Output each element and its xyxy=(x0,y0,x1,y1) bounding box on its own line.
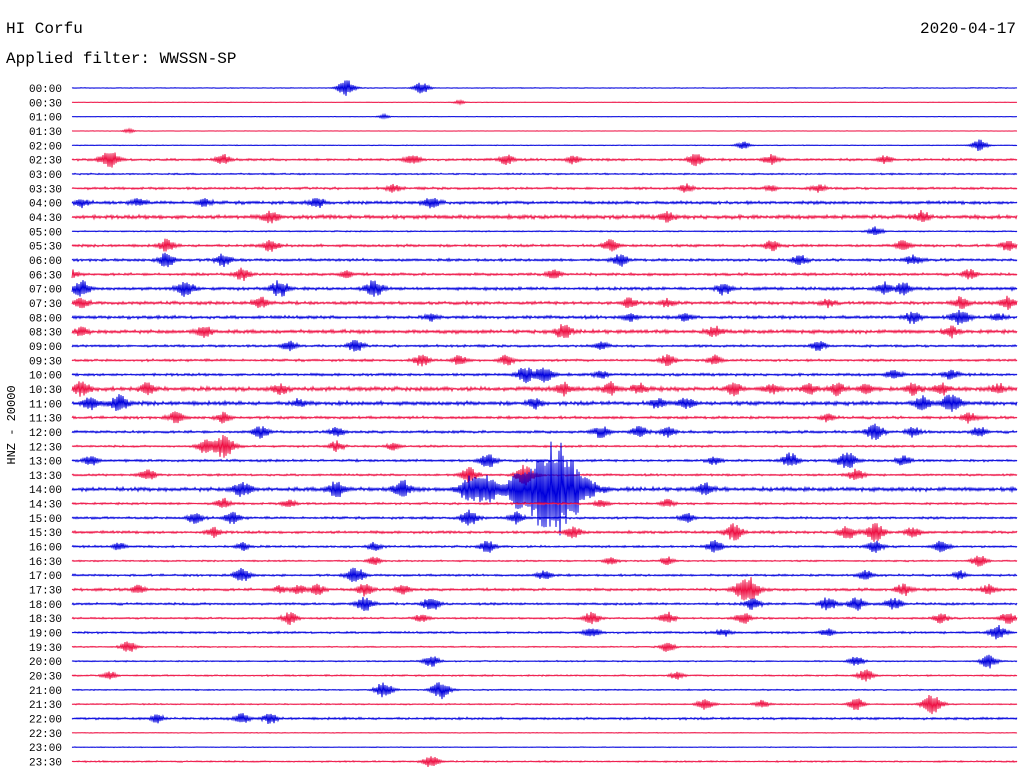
row-time-label: 04:30 xyxy=(29,213,62,225)
row-time-label: 08:30 xyxy=(29,328,62,340)
row-time-label: 01:30 xyxy=(29,127,62,139)
row-time-label: 13:30 xyxy=(29,471,62,483)
station-title: HI Corfu xyxy=(6,20,83,38)
seismic-trace xyxy=(71,127,1018,135)
seismic-trace xyxy=(71,183,1018,193)
seismic-trace xyxy=(71,139,1018,152)
row-time-label: 01:00 xyxy=(29,113,62,125)
row-time-label: 04:00 xyxy=(29,199,62,211)
row-time-label: 15:00 xyxy=(29,514,62,526)
seismic-trace xyxy=(71,694,1018,715)
row-time-label: 14:30 xyxy=(29,500,62,512)
seismic-trace xyxy=(71,641,1018,652)
seismic-trace xyxy=(71,411,1018,424)
seismic-trace xyxy=(71,423,1018,441)
seismic-trace xyxy=(71,523,1018,542)
row-time-label: 23:00 xyxy=(29,743,62,755)
row-time-label: 14:00 xyxy=(29,485,62,497)
seismic-trace xyxy=(71,540,1018,553)
seismic-trace xyxy=(71,98,1018,106)
row-time-label: 03:30 xyxy=(29,184,62,196)
seismic-trace xyxy=(71,295,1018,310)
row-time-label: 06:30 xyxy=(29,270,62,282)
row-time-label: 05:00 xyxy=(29,227,62,239)
row-time-label: 00:00 xyxy=(29,84,62,96)
seismic-trace xyxy=(71,654,1018,669)
row-time-label: 16:30 xyxy=(29,557,62,569)
filter-label: Applied filter: WWSSN-SP xyxy=(6,50,237,68)
row-time-label: 20:30 xyxy=(29,672,62,684)
seismic-trace xyxy=(71,280,1018,297)
seismic-trace xyxy=(71,252,1018,268)
row-time-label: 22:00 xyxy=(29,715,62,727)
row-time-label: 08:00 xyxy=(29,313,62,325)
seismic-trace xyxy=(71,746,1018,749)
row-time-label: 07:00 xyxy=(29,285,62,297)
seismic-trace xyxy=(71,577,1018,601)
row-time-label: 21:00 xyxy=(29,686,62,698)
seismic-trace xyxy=(71,197,1018,209)
row-time-label: 20:00 xyxy=(29,657,62,669)
seismic-trace xyxy=(71,509,1018,526)
seismic-trace xyxy=(71,309,1018,326)
row-time-label: 16:00 xyxy=(29,543,62,555)
seismic-trace xyxy=(71,80,1018,96)
seismic-trace xyxy=(71,339,1018,352)
row-time-label: 11:30 xyxy=(29,414,62,426)
row-time-label: 09:00 xyxy=(29,342,62,354)
seismic-trace xyxy=(71,441,1018,536)
seismic-trace xyxy=(71,226,1018,235)
row-time-label: 18:00 xyxy=(29,600,62,612)
seismic-trace xyxy=(71,597,1018,612)
seismic-trace xyxy=(71,112,1018,120)
row-time-label: 15:30 xyxy=(29,528,62,540)
seismic-trace xyxy=(71,555,1018,567)
row-time-label: 11:00 xyxy=(29,399,62,411)
row-time-label: 09:30 xyxy=(29,356,62,368)
seismic-trace xyxy=(71,324,1018,339)
seismic-trace xyxy=(71,172,1018,176)
seismic-trace xyxy=(71,731,1018,734)
row-time-label: 07:30 xyxy=(29,299,62,311)
seismic-trace xyxy=(71,497,1018,508)
row-time-label: 13:00 xyxy=(29,457,62,469)
seismic-trace xyxy=(71,452,1018,469)
row-time-label: 00:30 xyxy=(29,98,62,110)
seismic-trace xyxy=(71,381,1018,397)
seismic-trace xyxy=(71,434,1018,458)
seismic-trace xyxy=(71,367,1018,384)
row-time-label: 22:30 xyxy=(29,729,62,741)
seismic-trace xyxy=(71,669,1018,682)
row-time-label: 10:30 xyxy=(29,385,62,397)
row-time-label: 02:00 xyxy=(29,141,62,153)
seismic-trace xyxy=(71,238,1018,252)
row-time-label: 03:00 xyxy=(29,170,62,182)
seismic-trace xyxy=(71,682,1018,700)
seismic-trace xyxy=(71,267,1018,281)
seismic-trace xyxy=(71,152,1018,168)
row-time-label: 17:30 xyxy=(29,586,62,598)
seismic-trace xyxy=(71,354,1018,367)
row-time-label: 12:00 xyxy=(29,428,62,440)
row-time-label: 23:30 xyxy=(29,758,62,770)
row-time-label: 06:00 xyxy=(29,256,62,268)
seismic-trace xyxy=(71,713,1018,725)
seismic-trace xyxy=(71,625,1018,640)
seismic-trace xyxy=(71,611,1018,625)
row-time-label: 19:30 xyxy=(29,643,62,655)
date-label: 2020-04-17 xyxy=(919,20,1016,38)
seismic-trace xyxy=(71,394,1018,412)
row-time-label: 10:00 xyxy=(29,371,62,383)
row-time-label: 21:30 xyxy=(29,700,62,712)
seismic-trace xyxy=(71,567,1018,583)
row-time-label: 05:30 xyxy=(29,242,62,254)
row-time-label: 12:30 xyxy=(29,442,62,454)
row-time-label: 17:00 xyxy=(29,571,62,583)
row-time-label: 02:30 xyxy=(29,156,62,168)
seismic-trace xyxy=(71,210,1018,224)
row-time-label: 18:30 xyxy=(29,614,62,626)
row-time-label: 19:00 xyxy=(29,629,62,641)
seismic-trace xyxy=(71,756,1018,768)
